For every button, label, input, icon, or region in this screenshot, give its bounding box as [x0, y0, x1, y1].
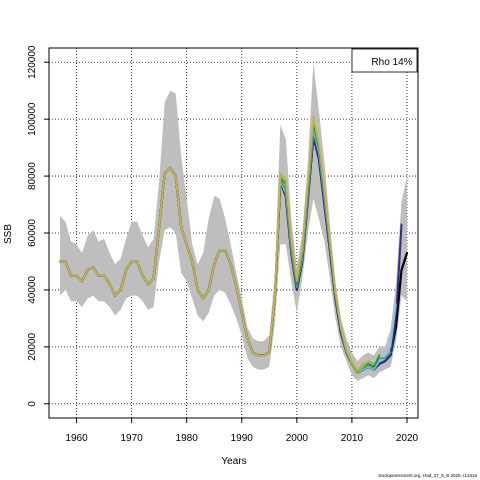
- legend-box: [351, 48, 418, 73]
- confidence-band-group: [60, 62, 407, 381]
- y-tick-label: 80000: [27, 162, 38, 190]
- series-line-7: [59, 115, 370, 371]
- x-axis: 1960 1970 1980 1990 2000 2010 2020: [65, 418, 419, 444]
- y-axis-title: SSB: [3, 224, 14, 244]
- y-tick-label: 40000: [27, 276, 38, 304]
- y-tick-label: 100000: [27, 102, 38, 136]
- y-tick-label: 0: [27, 401, 38, 407]
- x-axis-title: Years: [221, 456, 246, 467]
- x-tick-label: 1960: [65, 433, 88, 444]
- series-line-8: [395, 252, 408, 328]
- confidence-band: [60, 62, 407, 381]
- y-tick-label: 60000: [27, 219, 38, 247]
- y-axis: 0 20000 40000 60000 80000 100000 120000: [27, 45, 49, 407]
- x-tick-label: 2010: [341, 433, 364, 444]
- footer-credit: stockassessment.org, Had_27_5_B 2020, r1…: [378, 473, 477, 478]
- x-tick-label: 2020: [396, 433, 419, 444]
- legend: Rho 14%: [351, 48, 418, 73]
- x-tick-label: 1980: [176, 433, 199, 444]
- plot-background: [49, 48, 418, 418]
- legend-text: Rho 14%: [371, 57, 412, 68]
- y-tick-label: 120000: [27, 45, 38, 79]
- x-tick-label: 1990: [231, 433, 254, 444]
- y-tick-label: 20000: [27, 332, 38, 360]
- x-tick-label: 1970: [120, 433, 143, 444]
- series-lines-group: [58, 115, 409, 374]
- x-tick-label: 2000: [286, 433, 309, 444]
